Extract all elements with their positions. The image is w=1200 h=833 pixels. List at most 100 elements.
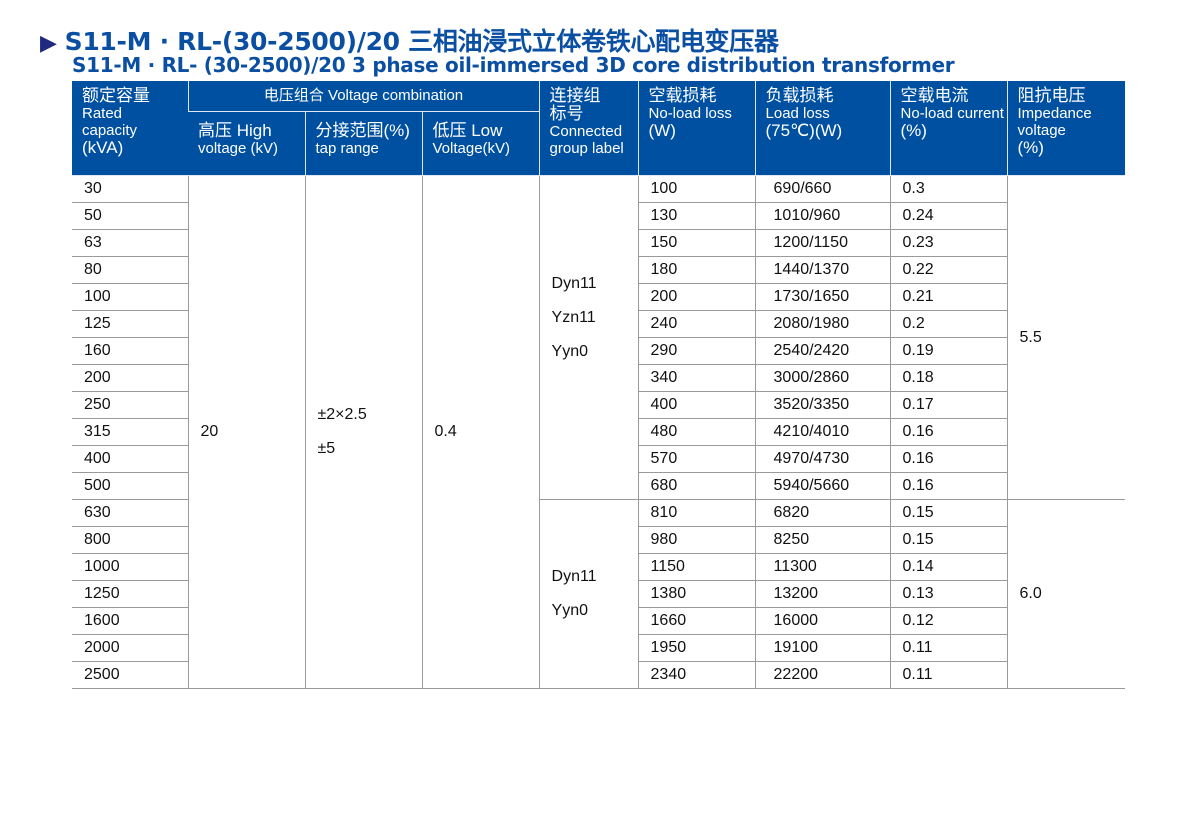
capacity-cell: 100 xyxy=(72,283,188,311)
table-row: 125 240 2080/1980 0.2 xyxy=(72,310,1125,338)
group-label-cell: Dyn11 Yzn11 Yyn0 xyxy=(538,175,639,500)
capacity-cell: 50 xyxy=(72,202,188,230)
header-voltage-combination: 电压组合 Voltage combination xyxy=(187,81,540,112)
table-row: 2500 2340 22200 0.11 xyxy=(72,661,1125,689)
noload-loss-cell: 1660 xyxy=(637,607,756,635)
noload-loss-cell: 680 xyxy=(637,472,756,500)
capacity-cell: 1600 xyxy=(72,607,188,635)
noload-loss-cell: 340 xyxy=(637,364,756,392)
title-cn: ▶ S11-M · RL-(30-2500)/20 三相油浸式立体卷铁心配电变压器 xyxy=(40,27,779,56)
header-noload-loss: 空载损耗 No-load loss (W) xyxy=(637,81,756,176)
noload-loss-cell: 240 xyxy=(637,310,756,338)
noload-current-cell: 0.17 xyxy=(889,391,1008,419)
noload-current-cell: 0.22 xyxy=(889,256,1008,284)
noload-loss-cell: 180 xyxy=(637,256,756,284)
header-noload-current: 空载电流 No-load current (%) xyxy=(889,81,1008,176)
noload-current-cell: 0.3 xyxy=(889,175,1008,203)
capacity-cell: 630 xyxy=(72,499,188,527)
load-loss-cell: 4970/4730 xyxy=(754,445,891,473)
noload-current-cell: 0.13 xyxy=(889,580,1008,608)
table-row: 1000 1150 11300 0.14 xyxy=(72,553,1125,581)
header-high-voltage: 高压 High voltage (kV) xyxy=(188,111,305,176)
capacity-cell: 500 xyxy=(72,472,188,500)
capacity-cell: 400 xyxy=(72,445,188,473)
noload-loss-cell: 480 xyxy=(637,418,756,446)
load-loss-cell: 5940/5660 xyxy=(754,472,891,500)
noload-current-cell: 0.2 xyxy=(889,310,1008,338)
noload-current-cell: 0.24 xyxy=(889,202,1008,230)
impedance-cell: 5.5 xyxy=(1006,175,1126,500)
table-row: 63 150 1200/1150 0.23 xyxy=(72,229,1125,257)
impedance-cell: 6.0 xyxy=(1006,499,1126,689)
low-voltage-cell: 0.4 xyxy=(421,175,540,689)
noload-loss-cell: 400 xyxy=(637,391,756,419)
noload-current-cell: 0.16 xyxy=(889,418,1008,446)
load-loss-cell: 6820 xyxy=(754,499,891,527)
noload-loss-cell: 1150 xyxy=(637,553,756,581)
table-row: 200 340 3000/2860 0.18 xyxy=(72,364,1125,392)
header-group: 连接组 标号 Connected group label xyxy=(538,81,639,176)
capacity-cell: 800 xyxy=(72,526,188,554)
header-capacity: 额定容量 Rated capacity (kVA) xyxy=(72,81,188,176)
load-loss-cell: 19100 xyxy=(754,634,891,662)
load-loss-cell: 8250 xyxy=(754,526,891,554)
capacity-cell: 125 xyxy=(72,310,188,338)
table-row: 100 200 1730/1650 0.21 xyxy=(72,283,1125,311)
noload-current-cell: 0.11 xyxy=(889,661,1008,689)
noload-current-cell: 0.16 xyxy=(889,472,1008,500)
capacity-cell: 30 xyxy=(72,175,188,203)
capacity-cell: 200 xyxy=(72,364,188,392)
table-row: 30 20 ±2×2.5 ±5 0.4 Dyn11 Yzn11 Yyn0 100 690/660 0… xyxy=(72,175,1126,689)
noload-loss-cell: 1950 xyxy=(637,634,756,662)
noload-current-cell: 0.14 xyxy=(889,553,1008,581)
capacity-cell: 160 xyxy=(72,337,188,365)
table-row: 160 290 2540/2420 0.19 xyxy=(72,337,1125,365)
spec-table: 额定容量 Rated capacity (kVA) 电压组合 Voltage com… xyxy=(72,81,1126,689)
header-low-voltage: 低压 Low Voltage(kV) xyxy=(421,111,540,176)
load-loss-cell: 16000 xyxy=(754,607,891,635)
table-row: 250 400 3520/3350 0.17 xyxy=(72,391,1125,419)
noload-loss-cell: 100 xyxy=(637,175,756,203)
capacity-cell: 315 xyxy=(72,418,188,446)
load-loss-cell: 22200 xyxy=(754,661,891,689)
load-loss-cell: 1440/1370 xyxy=(754,256,891,284)
capacity-cell: 2000 xyxy=(72,634,188,662)
load-loss-cell: 2080/1980 xyxy=(754,310,891,338)
noload-current-cell: 0.18 xyxy=(889,364,1008,392)
noload-loss-cell: 1380 xyxy=(637,580,756,608)
header-tap-range: 分接范围(%) tap range xyxy=(304,111,422,176)
noload-current-cell: 0.23 xyxy=(889,229,1008,257)
load-loss-cell: 11300 xyxy=(754,553,891,581)
title-en: S11-M · RL- (30-2500)/20 3 phase oil-imm… xyxy=(72,53,955,77)
load-loss-cell: 690/660 xyxy=(754,175,891,203)
noload-loss-cell: 980 xyxy=(637,526,756,554)
table-row: 400 570 4970/4730 0.16 xyxy=(72,445,1125,473)
load-loss-cell: 1200/1150 xyxy=(754,229,891,257)
table-row: 80 180 1440/1370 0.22 xyxy=(72,256,1125,284)
high-voltage-cell: 20 xyxy=(187,175,305,689)
load-loss-cell: 3520/3350 xyxy=(754,391,891,419)
table-row: 2000 1950 19100 0.11 xyxy=(72,634,1125,662)
noload-current-cell: 0.21 xyxy=(889,283,1008,311)
capacity-cell: 250 xyxy=(72,391,188,419)
noload-current-cell: 0.16 xyxy=(889,445,1008,473)
noload-loss-cell: 130 xyxy=(637,202,756,230)
table-row: 630 Dyn11 Yyn0 810 6820 0.15 6.0 xyxy=(72,499,1126,689)
capacity-cell: 63 xyxy=(72,229,188,257)
load-loss-cell: 4210/4010 xyxy=(754,418,891,446)
load-loss-cell: 13200 xyxy=(754,580,891,608)
load-loss-cell: 3000/2860 xyxy=(754,364,891,392)
header-impedance: 阻抗电压 Impedance voltage (%) xyxy=(1006,81,1126,176)
table-row: 800 980 8250 0.15 xyxy=(72,526,1125,554)
noload-current-cell: 0.19 xyxy=(889,337,1008,365)
table-row: 50 130 1010/960 0.24 xyxy=(72,202,1125,230)
capacity-cell: 2500 xyxy=(72,661,188,689)
table-row: 500 680 5940/5660 0.16 xyxy=(72,472,1125,500)
noload-current-cell: 0.12 xyxy=(889,607,1008,635)
noload-current-cell: 0.11 xyxy=(889,634,1008,662)
capacity-cell: 1000 xyxy=(72,553,188,581)
load-loss-cell: 1010/960 xyxy=(754,202,891,230)
noload-loss-cell: 570 xyxy=(637,445,756,473)
triangle-right-icon: ▶ xyxy=(40,31,57,56)
load-loss-cell: 2540/2420 xyxy=(754,337,891,365)
